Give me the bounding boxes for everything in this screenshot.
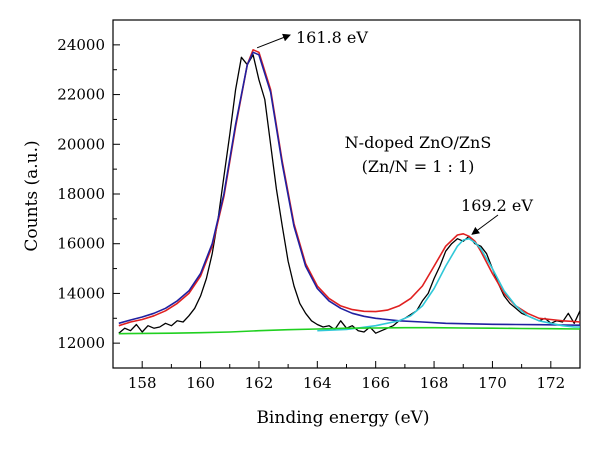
- x-tick-label: 162: [245, 374, 274, 392]
- x-tick-label: 166: [361, 374, 390, 392]
- y-tick-label: 18000: [57, 185, 105, 203]
- peak-169-label: 169.2 eV: [461, 196, 533, 215]
- background-line: [118, 326, 581, 335]
- y-tick-label: 14000: [57, 284, 105, 302]
- peak-161-arrow: [256, 33, 291, 49]
- envelope-fit-line: [118, 49, 581, 327]
- x-axis-title: Binding energy (eV): [256, 408, 429, 428]
- peak-161-label: 161.8 eV: [296, 28, 368, 47]
- y-tick-label: 20000: [57, 135, 105, 153]
- sample-label-line1: N-doped ZnO/ZnS: [345, 133, 492, 152]
- raw-spectrum-line: [118, 54, 581, 334]
- x-tick-label: 170: [478, 374, 507, 392]
- peak-169-fit-line: [317, 237, 580, 332]
- y-tick-label: 16000: [57, 235, 105, 253]
- sample-label-line2: (Zn/N = 1 : 1): [362, 157, 475, 176]
- y-tick-label: 24000: [57, 36, 105, 54]
- x-tick-label: 160: [186, 374, 215, 392]
- x-tick-label: 158: [128, 374, 157, 392]
- y-axis-title: Counts (a.u.): [22, 140, 42, 251]
- x-tick-label: 164: [303, 374, 332, 392]
- plot-frame: [112, 19, 581, 369]
- x-tick-label: 172: [536, 374, 565, 392]
- x-tick-label: 168: [420, 374, 449, 392]
- y-tick-label: 12000: [57, 334, 105, 352]
- peak-169-arrow: [471, 214, 499, 235]
- peak-161-fit-line: [118, 51, 581, 326]
- y-tick-label: 22000: [57, 86, 105, 104]
